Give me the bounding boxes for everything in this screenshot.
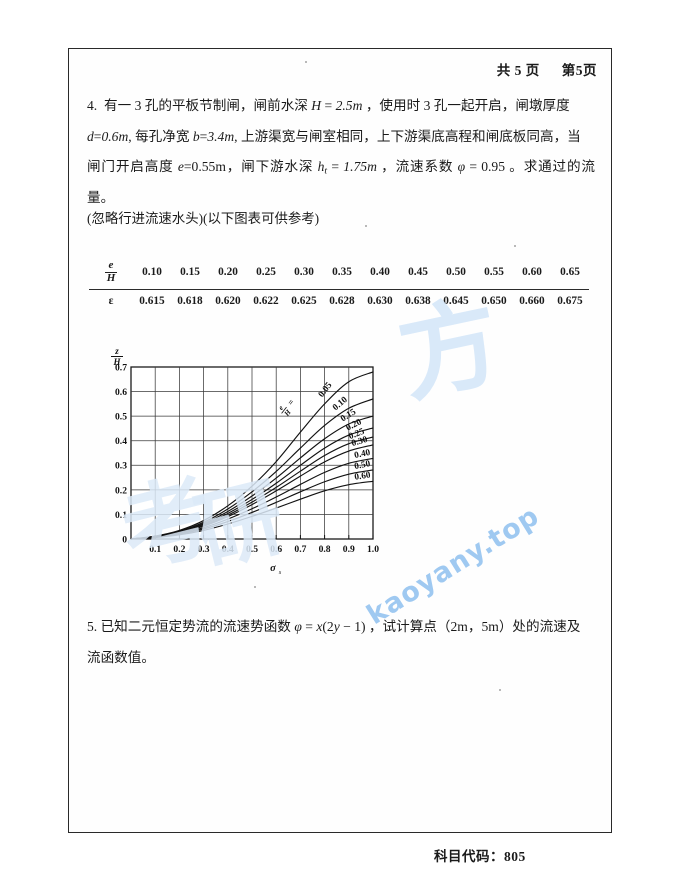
scan-speck [305, 61, 307, 63]
svg-text:σ: σ [270, 563, 276, 574]
table-cell-eH: 0.55 [484, 266, 504, 279]
svg-text:s: s [279, 569, 282, 576]
table-cell-eps: 0.645 [443, 295, 469, 308]
e-over-H-fraction: e H [104, 259, 118, 284]
chart-ytick-label: 0.4 [115, 436, 127, 447]
question-4-line-2: d=0.6m, 每孔净宽 b=3.4m, 上游渠宽与闸室相同，上下游渠底高程和闸… [87, 128, 581, 144]
svg-text:z: z [114, 346, 119, 356]
chart-y-axis-label: zH [111, 346, 123, 367]
table-cell-eH: 0.25 [256, 266, 276, 279]
svg-text:e: e [276, 403, 286, 412]
table-cell-eps: 0.630 [367, 295, 393, 308]
scan-speck [499, 689, 501, 691]
question-4-note: (忽略行进流速水头)(以下图表可供参考) [87, 211, 320, 226]
question-5: 5. 已知二元恒定势流的流速势函数 φ = x(2y − 1) ，试计算点（2m… [87, 611, 595, 674]
table-cell-eH: 0.10 [142, 266, 162, 279]
chart-series-label: 0.50 [353, 458, 371, 471]
total-pages-label: 共 5 页 [496, 63, 540, 78]
svg-text:0.50: 0.50 [353, 458, 371, 471]
scan-speck [254, 586, 256, 588]
question-4: 4. 有一 3 孔的平板节制闸，闸前水深 H = 2.5m ，使用时 3 孔一起… [87, 91, 595, 214]
subject-code-value: 805 [504, 849, 526, 864]
table-row-eH: e H 0.10 0.15 0.20 0.25 0.30 0.35 0.40 0… [89, 257, 589, 290]
table-cell-eps: 0.625 [291, 295, 317, 308]
coefficient-table: e H 0.10 0.15 0.20 0.25 0.30 0.35 0.40 0… [89, 257, 589, 311]
table-row-epsilon: ε 0.615 0.618 0.620 0.622 0.625 0.628 0.… [89, 292, 589, 311]
table-cell-eH: 0.20 [218, 266, 238, 279]
chart-series-param-label: eH= [276, 397, 296, 419]
table-cell-eH: 0.45 [408, 266, 428, 279]
chart-xtick-label: 0.9 [343, 544, 355, 555]
svg-text:=: = [285, 397, 296, 407]
table-cell-eH: 0.65 [560, 266, 580, 279]
table-cell-eps: 0.620 [215, 295, 241, 308]
submergence-chart: 0.1 0.2 0.3 0.4 0.5 0.6 0.7 0.8 0.9 1.0 0 0.1 0.2 0.3… [87, 345, 407, 585]
chart-xtick-label: 0.4 [222, 544, 234, 555]
table-cell-eps: 0.660 [519, 295, 545, 308]
page-header: 共 5 页 第5页 [497, 59, 597, 79]
chart-series-label: 0.40 [353, 447, 371, 460]
chart-series-label: 0.30 [350, 434, 369, 448]
subject-code-label: 科目代码： [434, 849, 504, 864]
chart-xtick-label: 0.3 [198, 544, 210, 555]
table-cell-eps: 0.622 [253, 295, 279, 308]
table-cell-eH: 0.60 [522, 266, 542, 279]
svg-text:0.40: 0.40 [353, 447, 371, 460]
table-cell-eH: 0.40 [370, 266, 390, 279]
table-cell-eps: 0.615 [139, 295, 165, 308]
svg-text:0.60: 0.60 [354, 469, 372, 481]
table-cell-eps: 0.650 [481, 295, 507, 308]
chart-xtick-label: 0.7 [294, 544, 306, 555]
chart-series-curve [130, 480, 374, 540]
chart-ytick-label: 0.6 [115, 387, 127, 398]
table-cell-eH: 0.50 [446, 266, 466, 279]
svg-text:0.30: 0.30 [350, 434, 369, 448]
chart-xtick-label: 0.1 [149, 544, 161, 555]
current-page-label: 第5页 [561, 63, 597, 78]
scan-speck [365, 225, 367, 227]
chart-series-label: 0.60 [354, 469, 372, 481]
table-cell-eH: 0.30 [294, 266, 314, 279]
chart-xtick-label: 0.8 [319, 544, 331, 555]
question-5-line-1: 5. 已知二元恒定势流的流速势函数 φ = x(2y − 1) ，试计算点（2m… [87, 619, 581, 634]
chart-series-group [130, 371, 374, 540]
question-4-line-1: 4. 有一 3 孔的平板节制闸，闸前水深 H = 2.5m ，使用时 3 孔一起… [87, 98, 570, 113]
chart-ytick-label: 0.2 [115, 485, 127, 496]
chart-xtick-label: 1.0 [367, 544, 379, 555]
question-4-line-3: 闸门开启高度 e=0.55m，闸下游水深 ht = 1.75m ，流速系数 φ … [87, 159, 596, 205]
coefficient-table-grid: e H 0.10 0.15 0.20 0.25 0.30 0.35 0.40 0… [89, 257, 589, 311]
table-cell-eps: 0.675 [557, 295, 583, 308]
chart-xtick-label: 0.6 [270, 544, 282, 555]
subject-code-footer: 科目代码：805 [434, 845, 526, 865]
chart-ytick-label: 0.3 [115, 461, 127, 472]
chart-ytick-label: 0.1 [115, 510, 127, 521]
table-separator-rule [89, 289, 589, 293]
chart-ytick-label: 0 [122, 534, 127, 545]
table-row-label-epsilon: ε [108, 295, 114, 308]
table-cell-eH: 0.15 [180, 266, 200, 279]
chart-ytick-label: 0.7 [115, 362, 127, 373]
table-cell-eH: 0.35 [332, 266, 352, 279]
exam-page-frame: 共 5 页 第5页 4. 有一 3 孔的平板节制闸，闸前水深 H = 2.5m ，… [68, 48, 612, 833]
table-cell-eps: 0.638 [405, 295, 431, 308]
chart-canvas: 0.1 0.2 0.3 0.4 0.5 0.6 0.7 0.8 0.9 1.0 0 0.1 0.2 0.3… [111, 346, 379, 576]
chart-xtick-label: 0.5 [246, 544, 258, 555]
svg-text:H: H [281, 408, 292, 419]
chart-xtick-label: 0.2 [173, 544, 185, 555]
question-5-line-2: 流函数值。 [87, 650, 155, 666]
table-cell-eps: 0.618 [177, 295, 203, 308]
table-row-label-eH: e H [89, 257, 133, 290]
scan-speck [514, 245, 516, 247]
svg-text:H: H [112, 357, 121, 367]
table-cell-eps: 0.628 [329, 295, 355, 308]
chart-ytick-label: 0.5 [115, 412, 127, 423]
